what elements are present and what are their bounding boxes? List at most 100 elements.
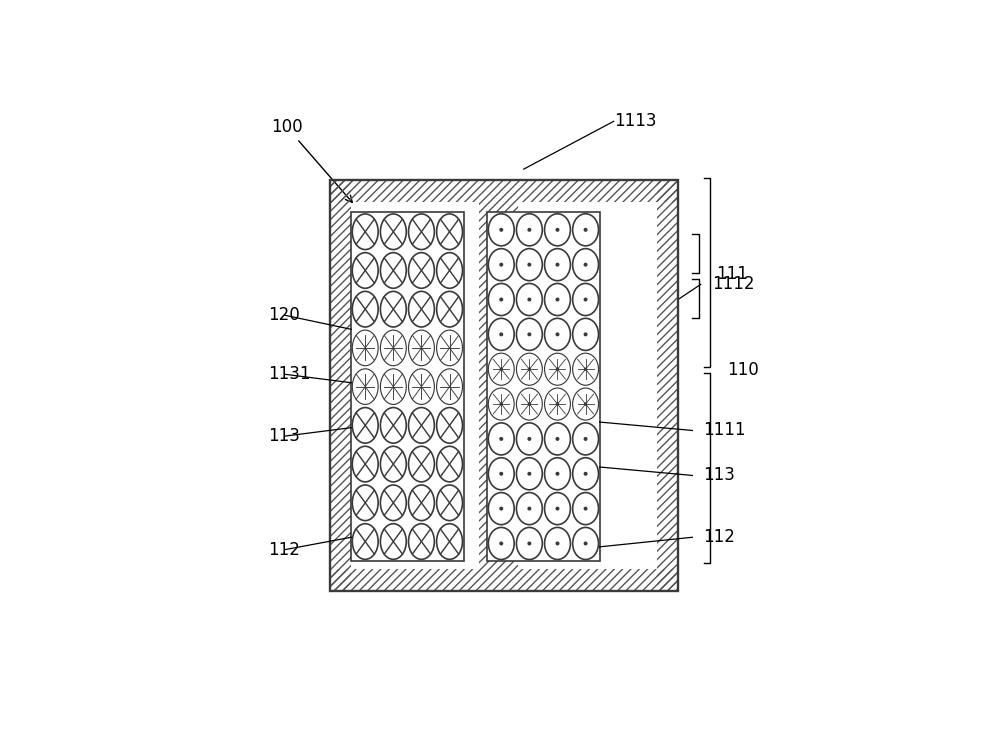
Ellipse shape (573, 353, 599, 385)
Circle shape (584, 228, 587, 231)
Ellipse shape (573, 458, 599, 490)
Circle shape (528, 437, 531, 440)
Ellipse shape (352, 523, 378, 559)
Circle shape (585, 403, 587, 405)
Ellipse shape (409, 214, 434, 250)
Text: 110: 110 (727, 361, 759, 379)
Bar (330, 180, 678, 591)
Bar (330, 569, 678, 591)
Text: 1112: 1112 (712, 275, 755, 293)
Circle shape (500, 228, 503, 231)
Ellipse shape (545, 249, 570, 281)
Ellipse shape (437, 253, 462, 288)
Ellipse shape (516, 214, 542, 246)
Circle shape (528, 403, 530, 405)
Ellipse shape (409, 291, 434, 327)
Ellipse shape (437, 523, 462, 559)
Ellipse shape (352, 253, 378, 288)
Circle shape (528, 228, 531, 231)
Ellipse shape (380, 253, 406, 288)
Circle shape (528, 299, 531, 301)
Circle shape (556, 368, 559, 370)
Ellipse shape (516, 283, 542, 315)
Ellipse shape (380, 485, 406, 520)
Text: 112: 112 (704, 529, 735, 546)
Circle shape (584, 299, 587, 301)
Ellipse shape (573, 528, 599, 559)
Bar (657, 180, 678, 591)
Ellipse shape (516, 423, 542, 455)
Ellipse shape (488, 214, 514, 246)
Ellipse shape (573, 493, 599, 525)
Ellipse shape (516, 493, 542, 525)
Ellipse shape (437, 369, 462, 404)
Circle shape (556, 403, 559, 405)
Ellipse shape (545, 214, 570, 246)
Ellipse shape (352, 369, 378, 404)
Ellipse shape (409, 446, 434, 482)
Circle shape (528, 264, 531, 266)
Ellipse shape (488, 318, 514, 350)
Ellipse shape (409, 407, 434, 443)
Circle shape (584, 437, 587, 440)
Ellipse shape (409, 330, 434, 366)
Text: 1131: 1131 (268, 365, 310, 383)
Circle shape (528, 333, 531, 336)
Circle shape (500, 472, 503, 475)
Ellipse shape (545, 458, 570, 490)
Ellipse shape (488, 353, 514, 385)
Ellipse shape (437, 214, 462, 250)
Ellipse shape (380, 407, 406, 443)
Circle shape (556, 472, 559, 475)
Ellipse shape (545, 528, 570, 559)
Bar (330, 180, 351, 591)
Text: 111: 111 (716, 265, 748, 283)
Text: 113: 113 (704, 466, 735, 485)
Ellipse shape (437, 291, 462, 327)
Ellipse shape (352, 291, 378, 327)
Ellipse shape (488, 388, 514, 420)
Ellipse shape (545, 493, 570, 525)
Ellipse shape (437, 330, 462, 366)
Ellipse shape (409, 253, 434, 288)
Ellipse shape (545, 318, 570, 350)
Ellipse shape (352, 407, 378, 443)
Ellipse shape (352, 330, 378, 366)
Ellipse shape (409, 485, 434, 520)
Ellipse shape (380, 369, 406, 404)
Ellipse shape (352, 446, 378, 482)
Circle shape (500, 507, 503, 510)
Ellipse shape (573, 423, 599, 455)
Bar (330, 569, 678, 591)
Ellipse shape (380, 214, 406, 250)
Ellipse shape (409, 369, 434, 404)
Text: 1111: 1111 (704, 421, 746, 439)
Circle shape (500, 403, 502, 405)
Ellipse shape (437, 446, 462, 482)
Ellipse shape (352, 214, 378, 250)
Ellipse shape (516, 458, 542, 490)
Ellipse shape (573, 283, 599, 315)
Text: 100: 100 (271, 118, 352, 202)
Ellipse shape (380, 446, 406, 482)
Ellipse shape (573, 214, 599, 246)
Circle shape (528, 507, 531, 510)
Text: 113: 113 (268, 427, 300, 445)
Ellipse shape (545, 388, 570, 420)
Ellipse shape (409, 523, 434, 559)
Circle shape (584, 542, 587, 545)
Ellipse shape (380, 291, 406, 327)
Circle shape (500, 437, 503, 440)
Circle shape (584, 264, 587, 266)
Ellipse shape (488, 528, 514, 559)
Circle shape (528, 542, 531, 545)
Ellipse shape (488, 423, 514, 455)
Bar (330, 180, 678, 201)
Ellipse shape (545, 423, 570, 455)
Text: 120: 120 (268, 307, 300, 324)
Circle shape (584, 333, 587, 336)
Circle shape (528, 368, 530, 370)
Ellipse shape (516, 318, 542, 350)
Ellipse shape (380, 330, 406, 366)
Ellipse shape (488, 249, 514, 281)
